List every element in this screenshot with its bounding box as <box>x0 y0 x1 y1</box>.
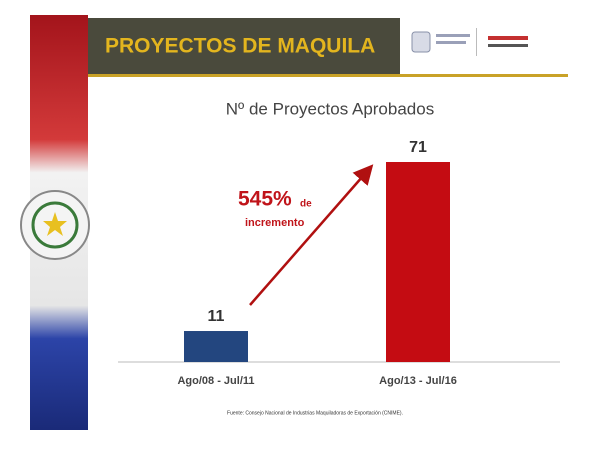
logo <box>436 34 470 37</box>
data-label: 11 <box>208 308 225 325</box>
annotation-percent: 545% <box>238 188 292 211</box>
x-tick-label: Ago/08 - Jul/11 <box>177 375 254 387</box>
emblem-star <box>43 212 67 236</box>
source-note: Fuente: Consejo Nacional de Industrias M… <box>227 410 403 416</box>
slide-background <box>30 15 570 430</box>
annotation-text: de <box>300 199 312 210</box>
growth-arrow <box>249 164 374 306</box>
logo <box>488 36 528 40</box>
chart-title: Nº de Proyectos Aprobados <box>226 99 434 118</box>
header-rule <box>88 74 568 77</box>
logo <box>411 31 431 53</box>
header-title: PROYECTOS DE MAQUILA <box>105 35 375 58</box>
logo-divider <box>476 28 477 56</box>
header-band <box>88 18 400 74</box>
bar <box>386 162 450 362</box>
data-label: 71 <box>409 139 427 156</box>
x-tick-label: Ago/13 - Jul/16 <box>379 375 457 387</box>
emblem-wreath <box>31 201 79 249</box>
logo <box>488 44 528 47</box>
annotation-text: incremento <box>245 217 305 229</box>
bar <box>184 331 248 362</box>
logo <box>436 41 466 44</box>
